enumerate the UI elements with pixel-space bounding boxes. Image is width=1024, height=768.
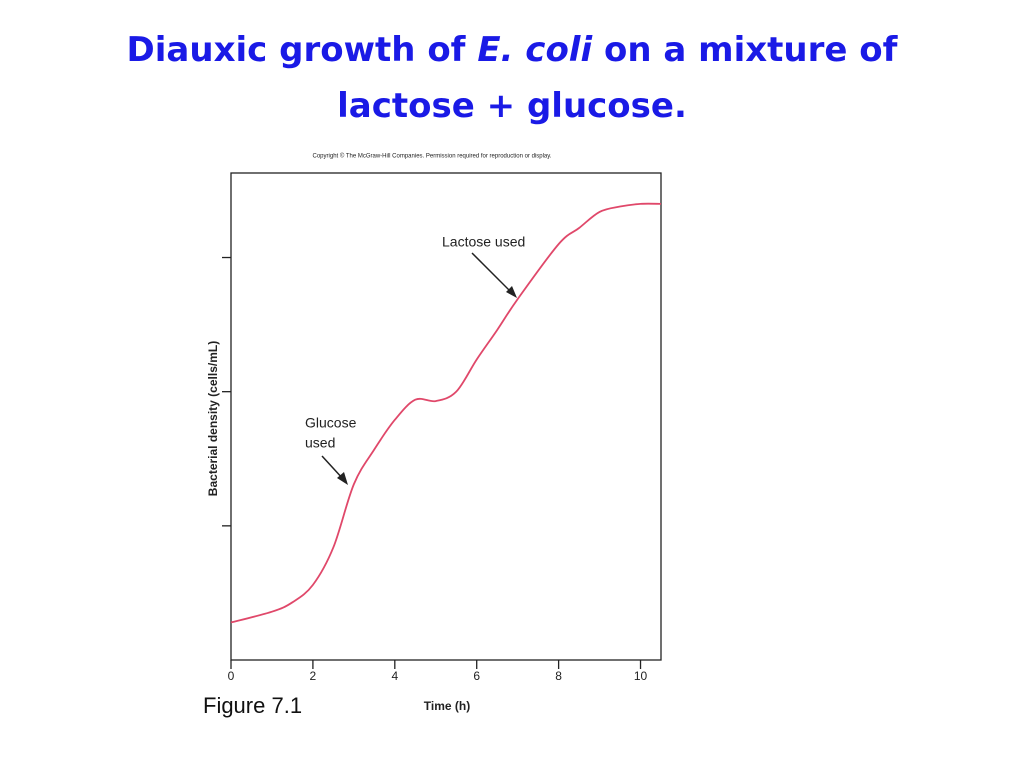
x-tick-label: 2: [310, 669, 317, 683]
arrowhead: [337, 472, 348, 485]
slide-title: Diauxic growth of E. coli on a mixture o…: [0, 22, 1024, 134]
annotation: Lactose used: [442, 234, 525, 250]
arrow: [471, 252, 513, 294]
x-tick-label: 8: [555, 669, 562, 683]
x-tick-label: 0: [228, 669, 235, 683]
x-tick-label: 6: [473, 669, 480, 683]
title-part: Diauxic growth of: [126, 30, 466, 70]
title-part: on a mixture of: [603, 30, 898, 70]
title-italic: E. coli: [477, 30, 593, 70]
title-line: Diauxic growth of E. coli on a mixture o…: [0, 22, 1024, 78]
arrowhead: [506, 286, 517, 298]
plot-frame: [230, 172, 662, 661]
annotation: Glucose: [305, 415, 357, 431]
annotation: used: [305, 435, 335, 451]
y-axis-label: Bacterial density (cells/mL): [206, 341, 220, 496]
figure-label: Figure 7.1: [203, 693, 302, 718]
copyright: Copyright © The McGraw-Hill Companies. P…: [313, 153, 552, 160]
x-tick-label: 4: [391, 669, 398, 683]
growth-curve: [230, 202, 662, 624]
title-line: lactose + glucose.: [337, 86, 687, 126]
x-axis-label: Time (h): [424, 699, 470, 713]
x-tick-label: 10: [634, 669, 648, 683]
